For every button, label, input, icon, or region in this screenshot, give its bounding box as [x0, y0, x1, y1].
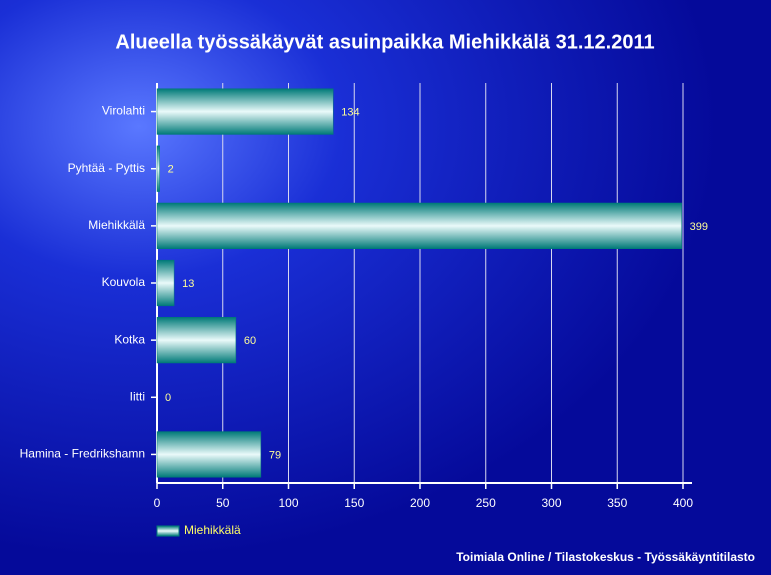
bar	[156, 259, 175, 307]
y-tick-label: Kouvola	[102, 275, 146, 289]
source: Toimiala Online / Tilastokeskus - Työssä…	[456, 550, 755, 564]
value-label: 399	[690, 221, 708, 233]
x-tick-label: 100	[278, 496, 298, 510]
x-tick-label: 0	[154, 496, 161, 510]
y-tick-label: Kotka	[114, 332, 145, 346]
value-label: 79	[269, 449, 281, 461]
x-tick-label: 150	[344, 496, 364, 510]
y-tick-label: Iitti	[130, 389, 145, 403]
value-label: 13	[182, 278, 194, 290]
y-tick-label: Hamina - Fredrikshamn	[20, 447, 145, 461]
y-tick-label: Pyhtää - Pyttis	[68, 161, 145, 175]
value-label: 0	[165, 392, 171, 404]
x-tick-label: 300	[541, 496, 561, 510]
legend-label: Miehikkälä	[184, 523, 241, 537]
y-tick-label: Virolahti	[102, 104, 145, 118]
bar	[156, 431, 262, 478]
x-tick-label: 200	[410, 496, 430, 510]
y-tick-label: Miehikkälä	[88, 218, 145, 232]
bar	[156, 145, 160, 192]
value-label: 2	[168, 164, 174, 176]
value-label: 60	[244, 335, 256, 347]
bar	[156, 202, 682, 249]
bar	[156, 317, 237, 364]
x-tick-label: 250	[476, 496, 496, 510]
x-tick-label: 50	[216, 496, 230, 510]
legend-swatch	[156, 525, 180, 537]
x-tick-label: 350	[607, 496, 627, 510]
bar	[156, 88, 334, 135]
chart-title: Alueella työssäkäyvät asuinpaikka Miehik…	[115, 31, 654, 53]
x-tick-label: 400	[673, 496, 693, 510]
value-label: 134	[341, 106, 359, 118]
